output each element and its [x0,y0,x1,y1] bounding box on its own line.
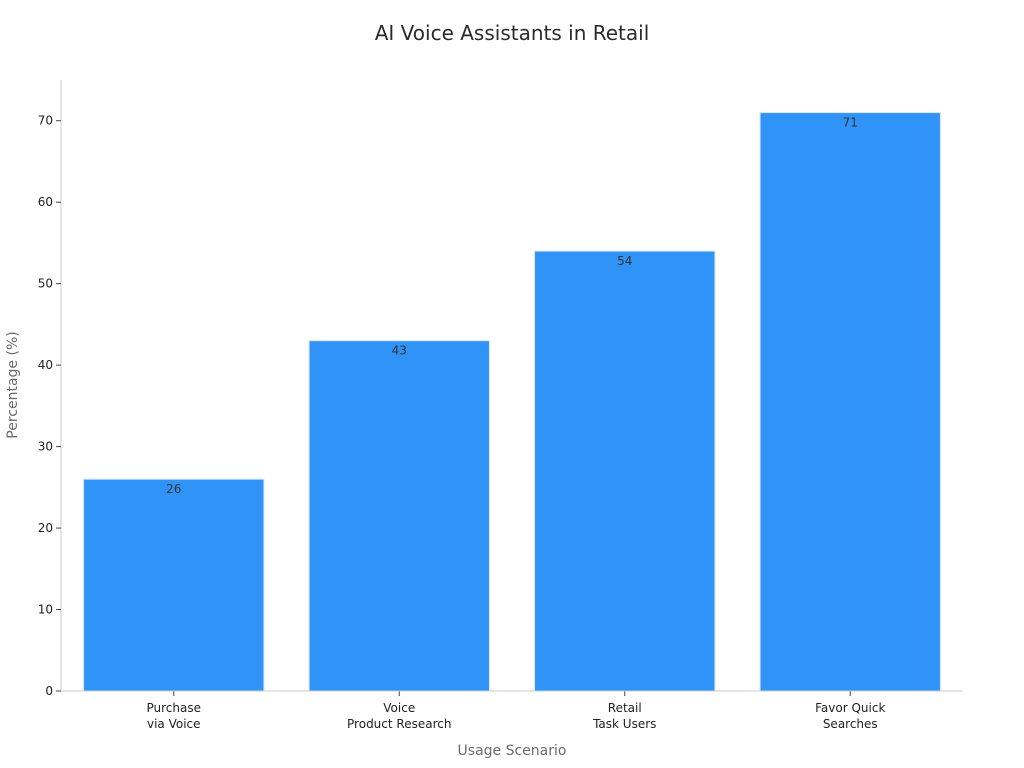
x-tick-label: Voice [383,701,415,715]
value-labels-group: 26 43 54 71 [166,116,858,497]
y-axis: 0 10 20 30 40 50 60 70 [38,80,62,698]
x-tick-label: via Voice [147,717,201,731]
x-axis-label: Usage Scenario [458,743,567,759]
y-tick-label: 0 [45,684,53,698]
y-tick-label: 60 [38,195,53,209]
bar-value-label: 43 [392,344,407,358]
bar [759,112,941,692]
y-tick-label: 70 [38,114,53,128]
bar-value-label: 26 [166,482,181,496]
x-tick-label: Product Research [347,717,451,731]
bar-value-label: 71 [843,116,858,130]
y-tick-label: 40 [38,358,53,372]
y-tick-label: 10 [38,603,53,617]
y-tick-label: 50 [38,277,53,291]
x-tick-label: Purchase [147,701,202,715]
y-axis-label: Percentage (%) [5,331,21,438]
x-tick-label: Task Users [592,717,656,731]
bar-value-label: 54 [617,254,632,268]
x-tick-label: Searches [823,717,878,731]
bar [534,250,716,692]
x-axis: Purchase via Voice Voice Product Research Re… [61,690,963,731]
y-tick-label: 30 [38,440,53,454]
bars-group [83,112,941,692]
bar [308,340,490,692]
y-tick-label: 20 [38,521,53,535]
bar [83,478,265,692]
x-tick-label: Retail [608,701,642,715]
x-tick-label: Favor Quick [815,701,885,715]
chart-title: AI Voice Assistants in Retail [375,21,650,45]
